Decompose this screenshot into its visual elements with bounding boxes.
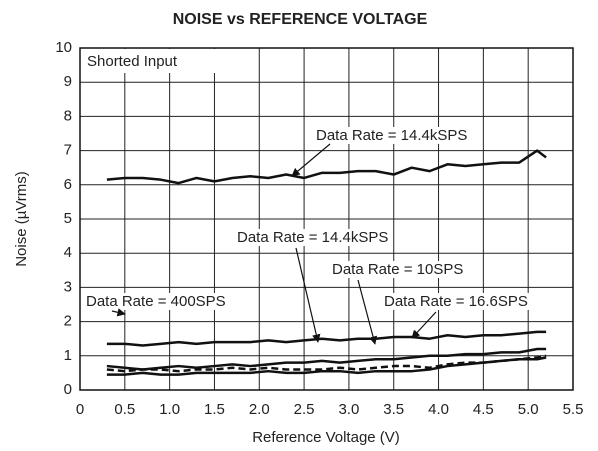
y-tick-label: 2	[64, 313, 72, 330]
y-tick-label: 9	[64, 73, 72, 90]
series-label: Data Rate = 10SPS	[332, 261, 463, 278]
series-label: Data Rate = 14.4kSPS	[237, 229, 388, 246]
x-axis-label: Reference Voltage (V)	[252, 429, 400, 446]
series-line	[106, 149, 547, 185]
callout-arrow	[411, 311, 437, 339]
y-axis-label: Noise (µVrms)	[13, 171, 30, 267]
series-label: Data Rate = 16.6SPS	[384, 293, 528, 310]
x-tick-label: 0.5	[114, 401, 135, 418]
x-tick-label: 5.5	[563, 401, 584, 418]
series-line	[106, 347, 547, 371]
x-tick-label: 2.5	[294, 401, 315, 418]
x-tick-label: 3.0	[338, 401, 359, 418]
y-tick-label: 0	[64, 381, 72, 398]
series-label: Data Rate = 400SPS	[86, 293, 226, 310]
series-label-bg	[235, 228, 391, 246]
annotation-box	[81, 49, 231, 73]
chart-title: NOISE vs REFERENCE VOLTAGE	[173, 11, 428, 28]
x-tick-label: 1.5	[204, 401, 225, 418]
x-tick-label: 0	[76, 401, 84, 418]
series-label-bg	[84, 292, 228, 310]
y-tick-label: 4	[64, 244, 72, 261]
callout-arrow	[111, 308, 126, 317]
callout-arrow	[357, 279, 378, 345]
callout-arrow	[295, 247, 321, 343]
series-line	[106, 330, 547, 347]
x-tick-label: 4.5	[473, 401, 494, 418]
y-tick-label: 8	[64, 107, 72, 124]
y-tick-label: 7	[64, 142, 72, 159]
callout-arrow	[291, 143, 331, 177]
x-tick-label: 1.0	[159, 401, 180, 418]
plot-frame	[79, 47, 574, 391]
y-tick-label: 1	[64, 347, 72, 364]
annotation: Shorted Input	[87, 53, 178, 70]
y-tick-label: 10	[55, 39, 72, 56]
y-tick-label: 5	[64, 210, 72, 227]
x-tick-label: 2.0	[249, 401, 270, 418]
y-tick-label: 6	[64, 176, 72, 193]
series-label-bg	[382, 292, 530, 310]
x-tick-label: 4.0	[428, 401, 449, 418]
x-tick-label: 5.0	[518, 401, 539, 418]
series-label-bg	[330, 260, 466, 278]
y-tick-label: 3	[64, 278, 72, 295]
series-label-bg	[314, 126, 470, 144]
series-line	[106, 354, 547, 373]
x-tick-label: 3.5	[383, 401, 404, 418]
series-label: Data Rate = 14.4kSPS	[316, 127, 467, 144]
